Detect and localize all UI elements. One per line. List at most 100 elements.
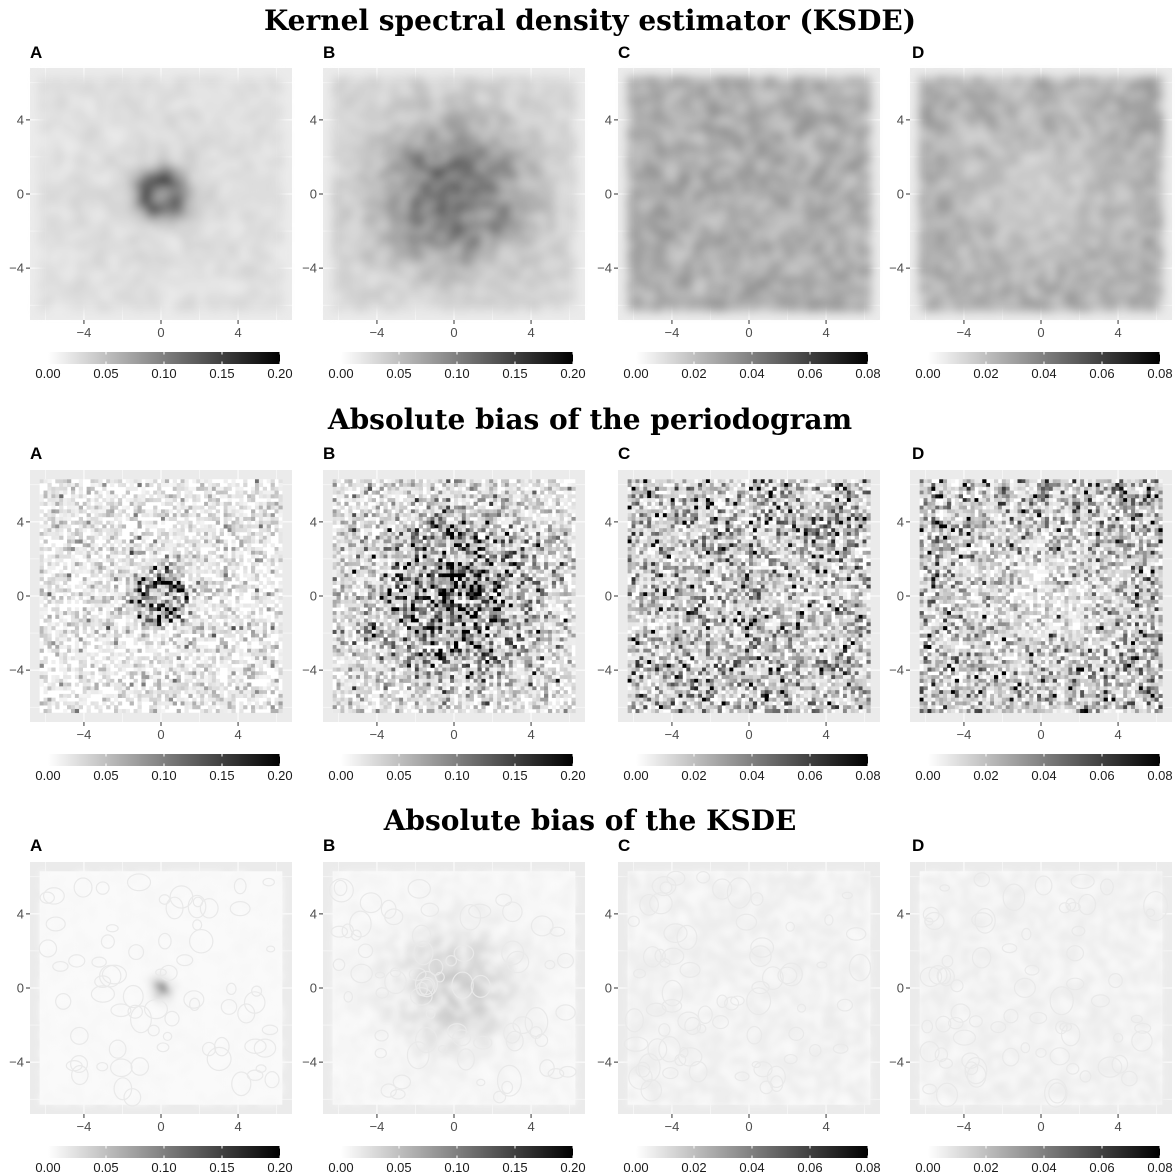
heatmap-cell <box>1120 297 1128 304</box>
heatmap-cell <box>390 304 398 311</box>
heatmap-cell <box>275 221 283 228</box>
heatmap-cell <box>447 146 455 153</box>
heatmap-cell <box>763 105 771 112</box>
heatmap-cell <box>425 146 433 153</box>
heatmap-cell <box>433 77 441 84</box>
heatmap-cell <box>197 132 205 139</box>
heatmap-cell <box>418 221 426 228</box>
heatmap-cell <box>670 118 678 125</box>
heatmap-cell <box>540 228 548 235</box>
heatmap-cell <box>525 290 533 297</box>
heatmap-cell <box>132 139 140 146</box>
heatmap-cell <box>828 167 836 174</box>
heatmap-cell <box>920 228 928 235</box>
heatmap-cell <box>1048 215 1056 222</box>
heatmap-cell <box>778 283 786 290</box>
heatmap-cell <box>692 112 700 119</box>
heatmap-cell <box>247 276 255 283</box>
heatmap-cell <box>182 112 190 119</box>
heatmap-cell <box>955 91 963 98</box>
heatmap-cell <box>554 263 562 270</box>
heatmap-cell <box>1084 153 1092 160</box>
heatmap-cell <box>547 98 555 105</box>
heatmap-cell <box>1027 98 1035 105</box>
heatmap-cell <box>1120 221 1128 228</box>
heatmap-cell <box>175 187 183 194</box>
heatmap-cell <box>635 270 643 277</box>
heatmap-cell <box>61 77 69 84</box>
heatmap-cell <box>656 112 664 119</box>
heatmap-cell <box>268 146 276 153</box>
heatmap-cell <box>240 256 248 263</box>
heatmap-cell <box>706 77 714 84</box>
heatmap-cell <box>75 105 83 112</box>
heatmap-cell <box>240 187 248 194</box>
heatmap-cell <box>225 249 233 256</box>
heatmap-cell <box>998 228 1006 235</box>
heatmap-cell <box>483 249 491 256</box>
heatmap-cell <box>1005 98 1013 105</box>
heatmap-cell <box>663 228 671 235</box>
heatmap-cell <box>132 297 140 304</box>
x-tick-label: 4 <box>822 325 829 340</box>
heatmap-cell <box>792 125 800 132</box>
heatmap-cell <box>525 297 533 304</box>
heatmap-cell <box>154 98 162 105</box>
heatmap-cell <box>168 146 176 153</box>
heatmap-cell <box>749 201 757 208</box>
heatmap-cell <box>820 139 828 146</box>
heatmap-cell <box>275 187 283 194</box>
heatmap-cell <box>955 194 963 201</box>
heatmap-cell <box>1127 263 1135 270</box>
heatmap-cell <box>1055 167 1063 174</box>
heatmap-cell <box>190 208 198 215</box>
heatmap-cell <box>375 173 383 180</box>
heatmap-cell <box>525 77 533 84</box>
heatmap-cell <box>920 139 928 146</box>
heatmap-cell <box>197 160 205 167</box>
heatmap-cell <box>649 201 657 208</box>
heatmap-cell <box>920 290 928 297</box>
heatmap-cell <box>525 160 533 167</box>
heatmap-cell <box>232 167 240 174</box>
heatmap-cell <box>991 283 999 290</box>
y-tick-label: 4 <box>605 112 612 127</box>
heatmap-cell <box>955 263 963 270</box>
heatmap-cell <box>763 118 771 125</box>
heatmap-cell <box>47 173 55 180</box>
heatmap-cell <box>1148 77 1156 84</box>
heatmap-cell <box>154 249 162 256</box>
heatmap-cell <box>568 215 576 222</box>
heatmap-cell <box>40 84 48 91</box>
heatmap-cell <box>168 304 176 311</box>
heatmap-cell <box>490 187 498 194</box>
heatmap-cell <box>728 91 736 98</box>
heatmap-cell <box>806 235 814 242</box>
heatmap-cell <box>849 98 857 105</box>
heatmap-cell <box>497 208 505 215</box>
heatmap-cell <box>920 208 928 215</box>
heatmap-cell <box>411 153 419 160</box>
heatmap-cell <box>447 208 455 215</box>
heatmap-cell <box>361 283 369 290</box>
heatmap-cell <box>962 153 970 160</box>
heatmap-cell <box>254 208 262 215</box>
heatmap-cell <box>998 187 1006 194</box>
heatmap-cell <box>404 270 412 277</box>
heatmap-cell <box>433 153 441 160</box>
heatmap-cell <box>333 146 341 153</box>
heatmap-cell <box>75 297 83 304</box>
heatmap-cell <box>778 235 786 242</box>
heatmap-cell <box>835 263 843 270</box>
heatmap-cell <box>268 187 276 194</box>
heatmap-cell <box>111 84 119 91</box>
heatmap-cell <box>383 208 391 215</box>
heatmap-cell <box>806 98 814 105</box>
heatmap-cell <box>154 180 162 187</box>
heatmap-cell <box>792 201 800 208</box>
heatmap-cell <box>554 180 562 187</box>
heatmap-cell <box>154 242 162 249</box>
heatmap-cell <box>1084 270 1092 277</box>
heatmap-cell <box>75 146 83 153</box>
heatmap-cell <box>161 173 169 180</box>
